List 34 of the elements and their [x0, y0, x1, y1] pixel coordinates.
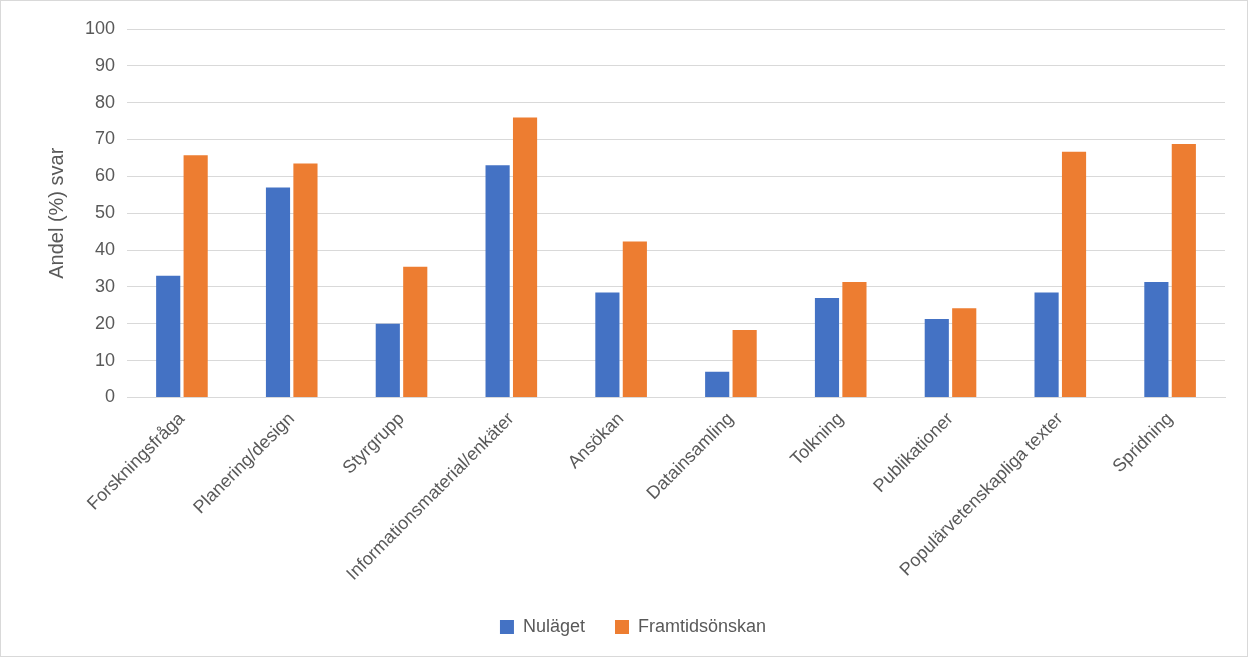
y-tick-label: 100: [84, 17, 116, 38]
y-tick-label: 10: [95, 349, 116, 370]
bar: [732, 330, 757, 397]
bar: [952, 308, 977, 397]
y-tick-label: 60: [95, 165, 116, 186]
bar: [1144, 282, 1169, 397]
y-tick-label: 20: [95, 312, 116, 333]
y-tick-label: 50: [95, 202, 116, 223]
bar: [814, 297, 840, 397]
bar: [595, 292, 620, 397]
y-tick-label: 70: [95, 128, 116, 149]
bar: [293, 163, 318, 397]
bar: [842, 282, 867, 397]
bar: [1171, 143, 1196, 397]
bar: [183, 155, 208, 397]
y-tick-label: 0: [105, 386, 116, 407]
y-axis-title: Andel (%) svar: [44, 147, 67, 279]
bar: [622, 241, 647, 397]
legend-label: Framtidsönskan: [638, 615, 767, 636]
bar: [265, 187, 291, 397]
bar: [156, 275, 181, 397]
bar: [485, 165, 510, 397]
y-tick-label: 30: [95, 275, 116, 296]
bar: [1034, 292, 1059, 397]
y-tick-label: 40: [95, 239, 116, 260]
bar: [924, 318, 949, 397]
bar: [512, 117, 538, 397]
y-tick-label: 90: [95, 54, 116, 75]
bar: [1061, 151, 1087, 397]
y-tick-label: 80: [95, 91, 116, 112]
bar: [403, 266, 428, 397]
bar: [705, 371, 730, 397]
bar: [375, 323, 400, 397]
legend-label: Nuläget: [522, 615, 585, 636]
